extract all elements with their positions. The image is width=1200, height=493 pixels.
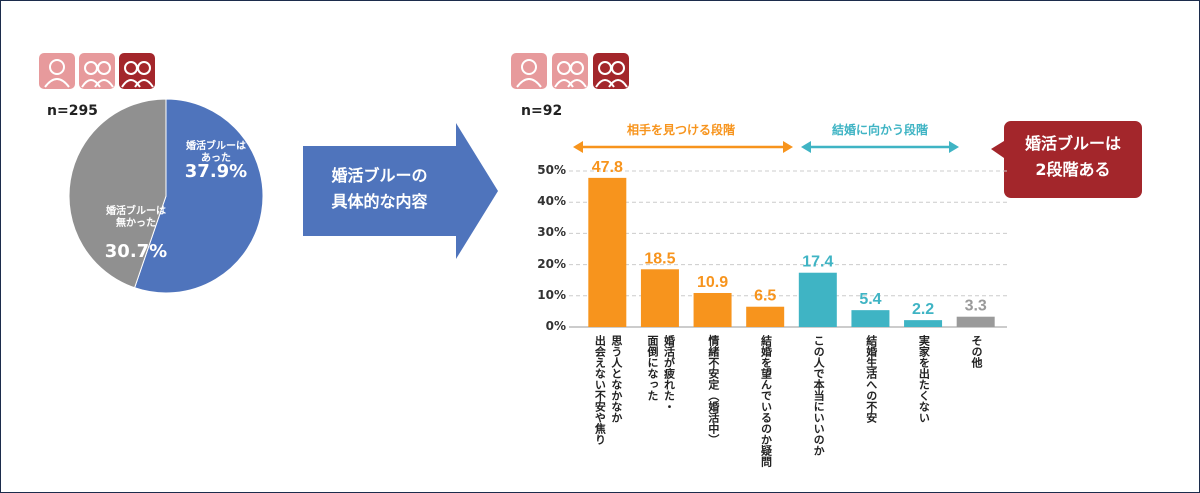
bar: [904, 320, 943, 327]
value-label: 47.8: [592, 159, 623, 176]
y-tick-label: 30%: [537, 225, 566, 240]
callout-box: [991, 121, 1142, 198]
slice-label: 婚活ブルーは あった: [186, 141, 246, 164]
x-tick-label: 情緒不安定（婚活中）: [706, 335, 720, 445]
x-tick-label: 婚活が疲れた・ 面倒になった: [645, 335, 676, 412]
arrow-label: 婚活ブルーの 具体的な内容: [331, 166, 428, 211]
x-tick-label: この人で本当にいいのか: [812, 335, 826, 456]
y-tick-label: 10%: [537, 287, 566, 302]
x-tick-label: 実家を出たくない: [917, 335, 931, 423]
y-tick-label: 40%: [537, 194, 566, 209]
big-arrow: [303, 123, 498, 259]
y-tick-label: 0%: [545, 319, 566, 333]
x-tick-label: その他: [969, 335, 983, 368]
bar: [746, 306, 785, 327]
bar: [956, 316, 995, 327]
bar-subtitle: n=92: [521, 103, 563, 119]
bar: [693, 292, 732, 327]
value-label: 3.3: [965, 298, 987, 315]
value-label: 18.5: [644, 250, 675, 267]
group-label: 結婚に向かう段階: [831, 123, 928, 137]
pie-subtitle: n=295: [47, 103, 98, 119]
y-tick-label: 50%: [537, 163, 566, 177]
x-tick-label: 結婚生活への不安: [864, 335, 878, 423]
slice-label: 婚活ブルーは 無かった: [106, 206, 166, 229]
pie-slice: [68, 98, 167, 289]
group-arrows: [573, 141, 959, 153]
group-label: 相手を見つける段階: [626, 123, 735, 137]
bar: [640, 269, 679, 327]
slice-value: 37.9%: [184, 161, 248, 182]
value-label: 17.4: [802, 254, 833, 271]
value-label: 10.9: [697, 274, 728, 291]
y-tick-label: 20%: [537, 256, 566, 271]
icons: [39, 53, 629, 89]
bar: [588, 177, 627, 327]
bar: [851, 310, 890, 327]
slice-value: 30.7%: [104, 241, 168, 262]
value-label: 5.4: [859, 291, 881, 308]
pie-slice: [133, 98, 264, 294]
value-label: 6.5: [754, 288, 776, 305]
x-tick-label: 結婚を望んでいるのか疑問: [759, 335, 773, 467]
bar: [798, 272, 837, 327]
x-tick-label: 思う人となかなか 出会えない不安や焦り: [593, 335, 623, 445]
value-label: 2.2: [912, 301, 934, 318]
callout-text: 婚活ブルーは 2段階ある: [1024, 134, 1121, 179]
